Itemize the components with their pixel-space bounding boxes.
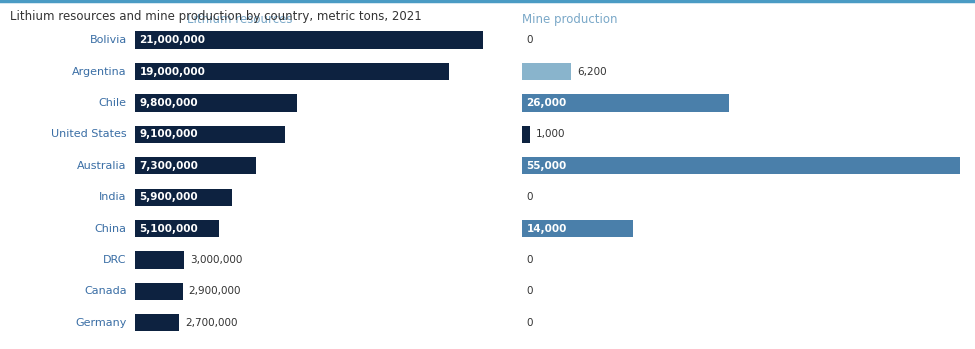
Text: Canada: Canada — [84, 287, 127, 296]
FancyBboxPatch shape — [522, 94, 729, 112]
FancyBboxPatch shape — [135, 31, 483, 49]
Text: 19,000,000: 19,000,000 — [139, 67, 206, 76]
Text: Chile: Chile — [98, 98, 127, 108]
Text: 21,000,000: 21,000,000 — [139, 35, 206, 45]
FancyBboxPatch shape — [522, 220, 634, 237]
FancyBboxPatch shape — [522, 63, 571, 80]
Text: Bolivia: Bolivia — [90, 35, 127, 45]
Text: 7,300,000: 7,300,000 — [139, 161, 198, 171]
FancyBboxPatch shape — [135, 220, 219, 237]
Text: Lithium resources: Lithium resources — [187, 13, 292, 26]
Text: DRC: DRC — [103, 255, 127, 265]
Text: 0: 0 — [526, 255, 533, 265]
FancyBboxPatch shape — [522, 157, 960, 174]
FancyBboxPatch shape — [135, 63, 449, 80]
Text: 9,100,000: 9,100,000 — [139, 129, 198, 139]
FancyBboxPatch shape — [135, 126, 286, 143]
Text: 1,000: 1,000 — [535, 129, 565, 139]
Text: United States: United States — [51, 129, 127, 139]
Text: Australia: Australia — [77, 161, 127, 171]
FancyBboxPatch shape — [135, 94, 297, 112]
FancyBboxPatch shape — [135, 251, 184, 269]
Text: Germany: Germany — [75, 318, 127, 328]
Text: 9,800,000: 9,800,000 — [139, 98, 198, 108]
Text: China: China — [95, 224, 127, 233]
Text: Lithium resources and mine production by country, metric tons, 2021: Lithium resources and mine production by… — [10, 10, 421, 23]
Text: Argentina: Argentina — [72, 67, 127, 76]
Text: 0: 0 — [526, 35, 533, 45]
Text: 0: 0 — [526, 318, 533, 328]
Text: 5,100,000: 5,100,000 — [139, 224, 198, 233]
Text: Mine production: Mine production — [522, 13, 617, 26]
FancyBboxPatch shape — [135, 157, 255, 174]
Text: 0: 0 — [526, 192, 533, 202]
Text: 0: 0 — [526, 287, 533, 296]
Text: 55,000: 55,000 — [526, 161, 566, 171]
Text: 2,700,000: 2,700,000 — [185, 318, 238, 328]
FancyBboxPatch shape — [522, 126, 529, 143]
Text: 14,000: 14,000 — [526, 224, 566, 233]
Text: 26,000: 26,000 — [526, 98, 566, 108]
FancyBboxPatch shape — [135, 188, 232, 206]
Text: 5,900,000: 5,900,000 — [139, 192, 198, 202]
FancyBboxPatch shape — [135, 314, 179, 332]
Text: 6,200: 6,200 — [577, 67, 606, 76]
Text: 2,900,000: 2,900,000 — [188, 287, 241, 296]
Text: 3,000,000: 3,000,000 — [190, 255, 243, 265]
Text: India: India — [99, 192, 127, 202]
FancyBboxPatch shape — [135, 283, 182, 300]
